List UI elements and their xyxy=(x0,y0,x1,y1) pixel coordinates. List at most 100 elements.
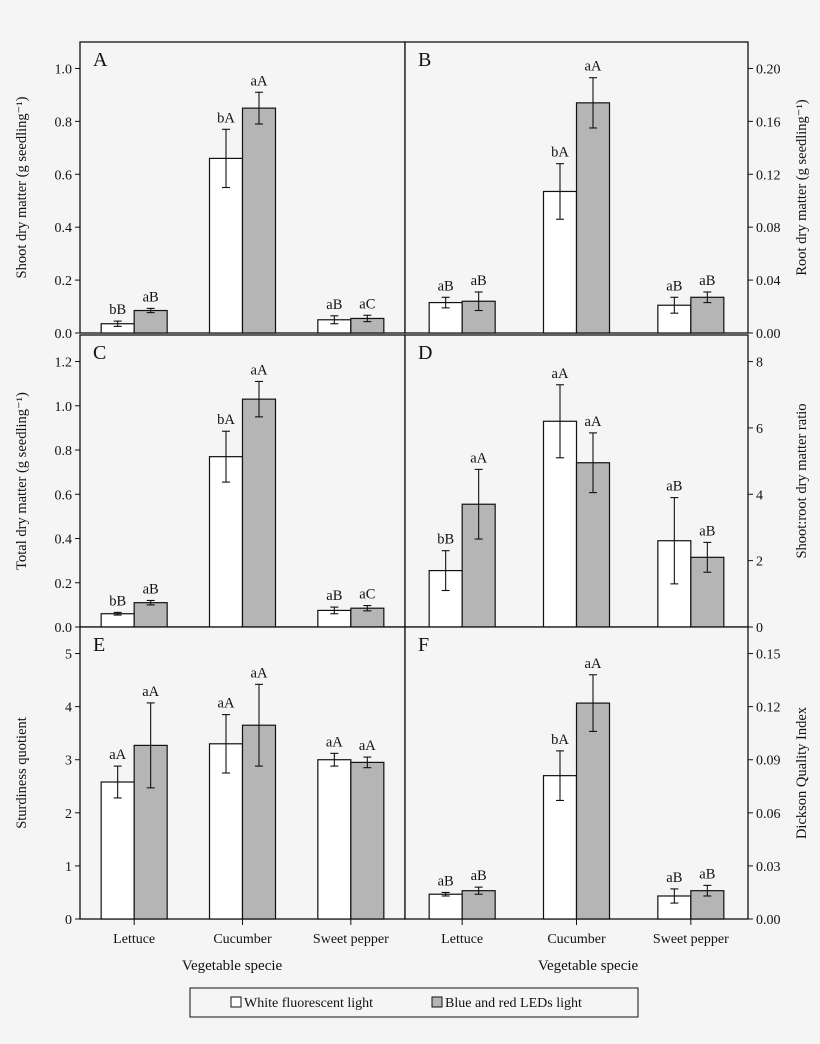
y-tick-label: 0.03 xyxy=(756,860,781,875)
significance-label: aA xyxy=(251,73,268,89)
significance-label: aA xyxy=(218,696,235,712)
y-axis-title: Sturdiness quotient xyxy=(14,717,30,829)
significance-label: aA xyxy=(326,734,343,750)
y-tick-label: 0.12 xyxy=(756,701,781,716)
significance-label: aB xyxy=(438,873,454,889)
y-tick-label: 0.04 xyxy=(756,274,781,289)
y-tick-label: 1.0 xyxy=(55,62,73,77)
panel-letter: D xyxy=(418,342,432,364)
significance-label: aA xyxy=(552,366,569,382)
y-tick-label: 0.2 xyxy=(55,577,73,592)
y-tick-label: 0.6 xyxy=(55,488,73,503)
x-axis-title-right: Vegetable specie xyxy=(538,958,639,974)
bar xyxy=(241,107,277,334)
y-tick-label: 0.2 xyxy=(55,274,73,289)
y-tick-label: 0.0 xyxy=(55,621,73,636)
panel-letter: B xyxy=(418,49,431,71)
bar xyxy=(350,761,385,920)
bar xyxy=(133,602,168,628)
y-axis-title: Root dry matter (g seedling⁻¹) xyxy=(794,99,810,275)
x-tick-label: Cucumber xyxy=(213,932,272,947)
y-axis-title: Dickson Quality Index xyxy=(794,706,810,839)
significance-label: bB xyxy=(109,302,126,318)
y-tick-label: 4 xyxy=(756,488,763,503)
significance-label: bB xyxy=(437,532,454,548)
significance-label: aB xyxy=(471,868,487,884)
y-tick-label: 0 xyxy=(756,621,763,636)
panel-b: 0.00 0.04 0.08 0.12 0.16 0.20 Root dry matter … xyxy=(404,41,810,342)
y-tick-label: 1 xyxy=(65,860,72,875)
panel-a: 0.0 0.2 0.4 0.6 0.8 1.0 Shoot dry matter (g se… xyxy=(14,41,406,342)
legend: White fluorescent light Blue and red LED… xyxy=(189,987,639,1018)
y-tick-label: 0.08 xyxy=(756,221,781,236)
y-tick-label: 2 xyxy=(65,807,72,822)
bar xyxy=(317,759,352,920)
y-tick-label: 0.8 xyxy=(55,444,73,459)
x-tick-label: Sweet pepper xyxy=(313,932,389,947)
x-axis-title-left: Vegetable specie xyxy=(182,958,283,974)
y-tick-label: 0 xyxy=(65,913,72,928)
x-tick-label: Sweet pepper xyxy=(653,932,729,947)
significance-label: aB xyxy=(666,278,682,294)
y-tick-label: 0.20 xyxy=(756,62,781,77)
y-tick-label: 0.6 xyxy=(55,168,73,183)
y-tick-label: 0.8 xyxy=(55,115,73,130)
legend-swatch-leds xyxy=(431,996,443,1008)
bar xyxy=(690,890,725,920)
bar xyxy=(690,296,725,334)
significance-label: aA xyxy=(251,362,268,378)
bar xyxy=(133,309,168,334)
panels: 0.0 0.2 0.4 0.6 0.8 1.0 Shoot dry matter (g se… xyxy=(14,41,810,928)
y-tick-label: 1.0 xyxy=(55,400,73,415)
y-tick-label: 0.00 xyxy=(756,913,781,928)
x-tick-label: Lettuce xyxy=(113,932,155,947)
significance-label: aA xyxy=(109,747,126,763)
significance-label: aA xyxy=(585,656,602,672)
y-tick-label: 6 xyxy=(756,422,763,437)
y-tick-label: 0.00 xyxy=(756,327,781,342)
legend-label-white: White fluorescent light xyxy=(244,996,373,1011)
legend-frame xyxy=(189,987,639,1018)
significance-label: aA xyxy=(470,450,487,466)
significance-label: aC xyxy=(359,587,375,603)
significance-label: bB xyxy=(109,593,126,609)
y-tick-label: 5 xyxy=(65,648,72,663)
y-tick-label: 8 xyxy=(756,356,763,371)
y-tick-label: 2 xyxy=(756,555,763,570)
y-tick-label: 0.06 xyxy=(756,807,781,822)
y-tick-label: 3 xyxy=(65,754,72,769)
significance-label: bA xyxy=(217,110,235,126)
x-tick-label: Cucumber xyxy=(547,932,606,947)
significance-label: aB xyxy=(326,297,342,313)
significance-label: aA xyxy=(142,684,159,700)
significance-label: aA xyxy=(585,59,602,75)
significance-label: aB xyxy=(471,273,487,289)
bar xyxy=(241,398,277,628)
y-tick-label: 0.16 xyxy=(756,115,781,130)
y-axis-title: Shoot dry matter (g seedling⁻¹) xyxy=(14,96,30,278)
x-tick-label: Lettuce xyxy=(441,932,483,947)
panel-e: 0 1 2 3 4 5 Sturdiness quotient EaA aA aA aA aA aA xyxy=(14,626,406,928)
significance-label: aB xyxy=(326,588,342,604)
bar xyxy=(100,613,135,628)
bar xyxy=(575,102,611,334)
legend-label-leds: Blue and red LEDs light xyxy=(445,996,582,1011)
significance-label: bA xyxy=(551,732,569,748)
y-tick-label: 0.15 xyxy=(756,648,781,663)
panel-letter: F xyxy=(418,634,429,656)
y-tick-label: 4 xyxy=(65,701,72,716)
bar xyxy=(575,702,611,920)
significance-label: aB xyxy=(699,523,715,539)
significance-label: aA xyxy=(585,414,602,430)
y-axis-title: Shoot:root dry matter ratio xyxy=(794,403,810,558)
panel-letter: E xyxy=(93,634,105,656)
significance-label: aA xyxy=(251,665,268,681)
significance-label: aB xyxy=(666,870,682,886)
significance-label: aA xyxy=(359,738,376,754)
panel-f: 0.00 0.03 0.06 0.09 0.12 0.15 Dickson Quality … xyxy=(404,626,810,928)
panel-letter: C xyxy=(93,342,106,364)
bar xyxy=(461,890,496,920)
significance-label: bA xyxy=(217,412,235,428)
bar xyxy=(428,893,463,920)
